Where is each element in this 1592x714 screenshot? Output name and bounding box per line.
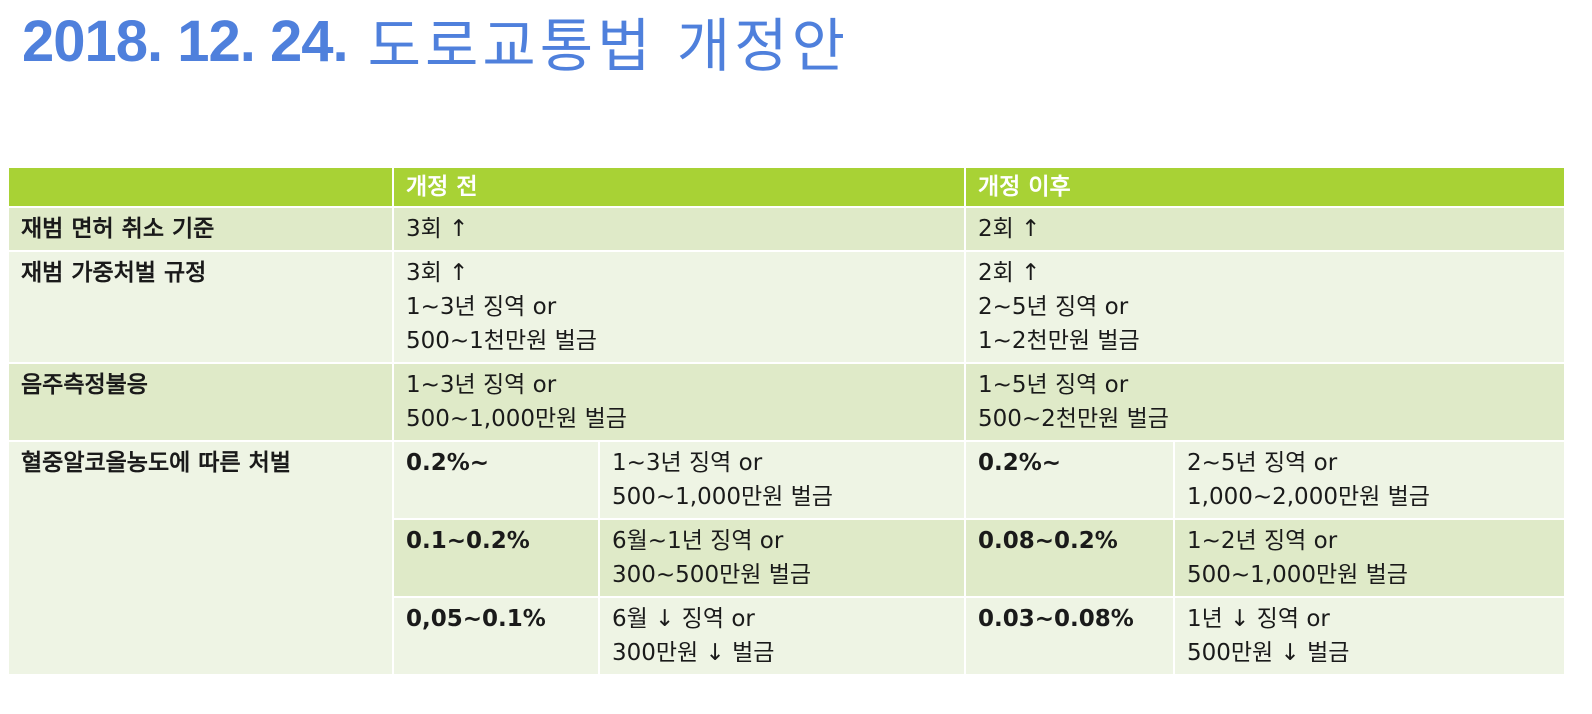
- row-label: 재범 면허 취소 기준: [7, 206, 394, 252]
- cell-line: 1~2천만원 벌금: [978, 328, 1140, 354]
- cell-before: 1~3년 징역 or 500~1,000만원 벌금: [392, 362, 966, 442]
- cell-line: 3회 ↑: [406, 260, 469, 286]
- cell-line: 1년 ↓ 징역 or: [1187, 606, 1330, 632]
- cell-line: 1,000~2,000만원 벌금: [1187, 484, 1430, 510]
- page-title: 2018. 12. 24. 도로교통법 개정안: [22, 6, 849, 81]
- bac-penalty-before: 6월 ↓ 징역 or 300만원 ↓ 벌금: [598, 596, 966, 676]
- row-label: 음주측정불응: [7, 362, 394, 442]
- cell-line: 1~5년 징역 or: [978, 372, 1129, 398]
- table-row: 재범 면허 취소 기준 3회 ↑ 2회 ↑: [7, 206, 1566, 252]
- bac-penalty-after: 1년 ↓ 징역 or 500만원 ↓ 벌금: [1173, 596, 1566, 676]
- table-header-row: 개정 전 개정 이후: [7, 166, 1566, 208]
- cell-line: 500~1,000만원 벌금: [612, 484, 833, 510]
- cell-line: 500~1,000만원 벌금: [406, 406, 627, 432]
- cell-line: 1~2년 징역 or: [1187, 528, 1338, 554]
- bac-level-after: 0.08~0.2%: [964, 518, 1175, 598]
- cell-line: 6월~1년 징역 or: [612, 528, 784, 554]
- header-before: 개정 전: [392, 166, 966, 208]
- title-text: 도로교통법 개정안: [367, 12, 849, 80]
- cell-line: 500~2천만원 벌금: [978, 406, 1169, 432]
- header-blank: [7, 166, 394, 208]
- row-label-bac: 혈중알코올농도에 따른 처벌: [7, 440, 394, 676]
- cell-line: 2회 ↑: [978, 216, 1041, 242]
- cell-after: 2회 ↑: [964, 206, 1566, 252]
- cell-line: 1~3년 징역 or: [406, 372, 557, 398]
- cell-line: 300만원 ↓ 벌금: [612, 640, 775, 666]
- cell-before: 3회 ↑: [392, 206, 966, 252]
- bac-level-before: 0,05~0.1%: [392, 596, 600, 676]
- table-row: 0.1~0.2% 6월~1년 징역 or 300~500만원 벌금 0.08~0…: [8, 518, 1566, 598]
- table-row: 음주측정불응 1~3년 징역 or 500~1,000만원 벌금 1~5년 징역…: [7, 362, 1566, 442]
- cell-line: 1~3년 징역 or: [612, 450, 763, 476]
- cell-line: 2회 ↑: [978, 260, 1041, 286]
- cell-after: 2회 ↑ 2~5년 징역 or 1~2천만원 벌금: [964, 250, 1566, 364]
- bac-penalty-after: 1~2년 징역 or 500~1,000만원 벌금: [1173, 518, 1566, 598]
- bac-level-after: 0.03~0.08%: [964, 596, 1175, 676]
- cell-line: 2~5년 징역 or: [978, 294, 1129, 320]
- bac-penalty-before: 1~3년 징역 or 500~1,000만원 벌금: [598, 440, 966, 520]
- cell-line: 500~1,000만원 벌금: [1187, 562, 1408, 588]
- bac-penalty-before: 6월~1년 징역 or 300~500만원 벌금: [598, 518, 966, 598]
- cell-line: 3회 ↑: [406, 216, 469, 242]
- cell-after: 1~5년 징역 or 500~2천만원 벌금: [964, 362, 1566, 442]
- cell-line: 6월 ↓ 징역 or: [612, 606, 755, 632]
- row-label: 재범 가중처벌 규정: [7, 250, 394, 364]
- title-date: 2018. 12. 24.: [22, 8, 349, 74]
- bac-penalty-after: 2~5년 징역 or 1,000~2,000만원 벌금: [1173, 440, 1566, 520]
- law-comparison-table: 개정 전 개정 이후 재범 면허 취소 기준 3회 ↑ 2회 ↑ 재범 가중처벌…: [7, 166, 1566, 676]
- table-row: 재범 가중처벌 규정 3회 ↑ 1~3년 징역 or 500~1천만원 벌금 2…: [7, 250, 1566, 364]
- cell-before: 3회 ↑ 1~3년 징역 or 500~1천만원 벌금: [392, 250, 966, 364]
- table-row: 0,05~0.1% 6월 ↓ 징역 or 300만원 ↓ 벌금 0.03~0.0…: [8, 596, 1566, 676]
- bac-level-before: 0.1~0.2%: [392, 518, 600, 598]
- cell-line: 500~1천만원 벌금: [406, 328, 597, 354]
- bac-level-before: 0.2%~: [392, 440, 600, 520]
- header-after: 개정 이후: [964, 166, 1566, 208]
- cell-line: 2~5년 징역 or: [1187, 450, 1338, 476]
- cell-line: 1~3년 징역 or: [406, 294, 557, 320]
- bac-level-after: 0.2%~: [964, 440, 1175, 520]
- cell-line: 300~500만원 벌금: [612, 562, 812, 588]
- table-row: 혈중알코올농도에 따른 처벌 0.2%~ 1~3년 징역 or 500~1,00…: [7, 440, 1566, 676]
- cell-line: 500만원 ↓ 벌금: [1187, 640, 1350, 666]
